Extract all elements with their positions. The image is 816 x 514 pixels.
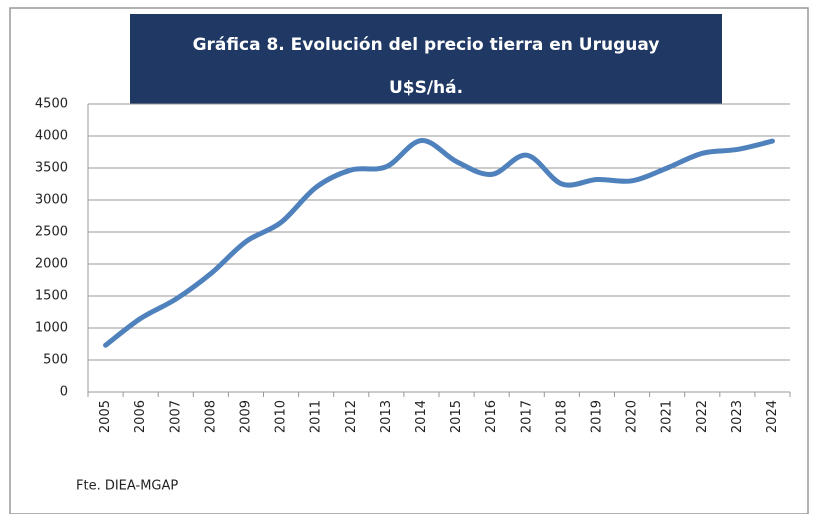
x-tick-label: 2024 <box>765 400 780 433</box>
x-tick-label: 2016 <box>484 400 499 433</box>
data-line <box>103 137 775 348</box>
source-note: Fte. DIEA-MGAP <box>76 479 178 494</box>
chart-subtitle: U$S/há. <box>389 78 463 98</box>
x-tick-label: 2020 <box>625 400 640 433</box>
x-tick-label: 2009 <box>238 400 253 433</box>
x-tick-label: 2005 <box>98 400 113 433</box>
y-tick-label: 0 <box>60 385 68 400</box>
x-tick-label: 2010 <box>274 400 289 433</box>
y-tick-label: 3000 <box>35 193 68 208</box>
y-tick-label: 2000 <box>35 257 68 272</box>
y-tick-label: 3500 <box>35 161 68 176</box>
x-tick-label: 2018 <box>554 400 569 433</box>
x-tick-label: 2015 <box>449 400 464 433</box>
y-tick-label: 2500 <box>35 225 68 240</box>
y-tick-label: 4500 <box>35 97 68 112</box>
x-tick-label: 2017 <box>519 400 534 433</box>
y-tick-label: 1000 <box>35 321 68 336</box>
chart-frame <box>9 7 809 514</box>
x-tick-label: 2019 <box>589 400 604 433</box>
y-tick-label: 4000 <box>35 129 68 144</box>
x-tick-label: 2012 <box>344 400 359 433</box>
x-tick-label: 2007 <box>168 400 183 433</box>
y-tick-label: 1500 <box>35 289 68 304</box>
x-tick-label: 2006 <box>133 400 148 433</box>
x-tick-label: 2022 <box>695 400 710 433</box>
x-tick-label: 2011 <box>309 400 324 433</box>
x-tick-label: 2023 <box>730 400 745 433</box>
y-tick-label: 500 <box>43 353 68 368</box>
x-tick-label: 2013 <box>379 400 394 433</box>
x-tick-label: 2008 <box>203 400 218 433</box>
chart-title: Gráfica 8. Evolución del precio tierra e… <box>193 35 660 55</box>
x-tick-label: 2021 <box>660 400 675 433</box>
title-box <box>130 14 722 104</box>
x-tick-label: 2014 <box>414 400 429 433</box>
